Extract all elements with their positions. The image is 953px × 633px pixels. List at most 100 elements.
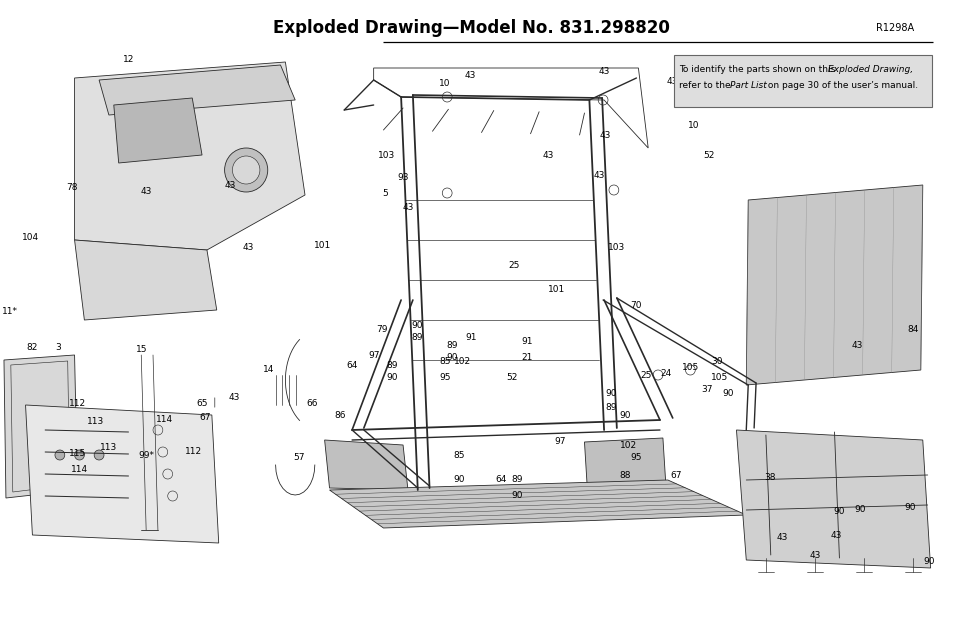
Text: 90: 90 xyxy=(453,475,464,484)
Text: 43: 43 xyxy=(776,534,787,542)
Text: 65: 65 xyxy=(196,399,208,408)
Text: 90: 90 xyxy=(411,320,422,330)
Text: 105: 105 xyxy=(681,363,699,372)
Text: 89: 89 xyxy=(511,475,522,484)
Text: 25: 25 xyxy=(639,370,651,380)
Polygon shape xyxy=(26,405,218,543)
Text: 91: 91 xyxy=(521,337,533,346)
Text: 43: 43 xyxy=(140,187,152,196)
Text: 67: 67 xyxy=(669,470,680,480)
Text: 95: 95 xyxy=(439,373,451,382)
Polygon shape xyxy=(329,480,745,528)
Text: 38: 38 xyxy=(763,473,775,482)
Text: 43: 43 xyxy=(225,180,236,189)
Circle shape xyxy=(233,156,259,184)
Polygon shape xyxy=(74,62,305,250)
Text: 112: 112 xyxy=(69,399,86,408)
Polygon shape xyxy=(324,440,408,490)
Text: To identify the parts shown on this: To identify the parts shown on this xyxy=(678,65,837,73)
Text: 90: 90 xyxy=(446,353,457,363)
Text: 90: 90 xyxy=(833,508,844,517)
Text: 115: 115 xyxy=(69,449,86,458)
Text: 101: 101 xyxy=(314,241,331,249)
Polygon shape xyxy=(736,430,929,568)
Text: 104: 104 xyxy=(22,232,39,242)
Text: 97: 97 xyxy=(368,351,379,360)
Polygon shape xyxy=(74,240,216,320)
Text: 43: 43 xyxy=(598,130,610,139)
Text: refer to the: refer to the xyxy=(678,80,732,89)
Text: 102: 102 xyxy=(454,358,471,367)
FancyBboxPatch shape xyxy=(673,55,931,107)
Text: 43: 43 xyxy=(666,77,678,87)
Text: 93: 93 xyxy=(396,173,409,182)
Text: 90: 90 xyxy=(618,410,630,420)
Text: 43: 43 xyxy=(464,70,476,80)
Text: 15: 15 xyxy=(135,346,147,354)
Text: 21: 21 xyxy=(520,353,532,363)
Text: 90: 90 xyxy=(511,491,522,499)
Text: 90: 90 xyxy=(722,389,734,399)
Circle shape xyxy=(74,450,84,460)
Polygon shape xyxy=(4,355,77,498)
Circle shape xyxy=(94,450,104,460)
Text: 43: 43 xyxy=(830,530,841,539)
Text: 25: 25 xyxy=(508,261,519,270)
Text: 57: 57 xyxy=(294,453,305,463)
Text: Exploded Drawing,: Exploded Drawing, xyxy=(827,65,912,73)
Text: 82: 82 xyxy=(27,344,38,353)
Text: 90: 90 xyxy=(604,389,616,398)
Text: on page 30 of the user’s manual.: on page 30 of the user’s manual. xyxy=(764,80,917,89)
Text: 10: 10 xyxy=(438,78,450,87)
Text: 43: 43 xyxy=(679,96,690,104)
Text: 113: 113 xyxy=(87,418,104,427)
Text: 89: 89 xyxy=(411,334,422,342)
Text: 90: 90 xyxy=(903,503,915,511)
Text: 84: 84 xyxy=(906,325,918,334)
Text: 95: 95 xyxy=(630,453,641,463)
Text: 43: 43 xyxy=(542,151,554,160)
Text: 113: 113 xyxy=(100,444,117,453)
Text: 89: 89 xyxy=(386,361,397,370)
Text: 67: 67 xyxy=(199,413,211,422)
Text: R1298A: R1298A xyxy=(876,23,913,33)
Text: 43: 43 xyxy=(242,244,253,253)
Text: 64: 64 xyxy=(495,475,506,484)
Text: 78: 78 xyxy=(66,184,77,192)
Text: 43: 43 xyxy=(850,341,862,349)
Polygon shape xyxy=(584,438,665,490)
Text: 37: 37 xyxy=(700,385,712,394)
Text: 30: 30 xyxy=(710,358,721,367)
Text: 43: 43 xyxy=(593,170,604,180)
Text: 85: 85 xyxy=(439,358,451,367)
Text: 90: 90 xyxy=(386,373,397,382)
Text: 52: 52 xyxy=(702,151,714,160)
Text: 97: 97 xyxy=(554,437,565,446)
Circle shape xyxy=(224,148,268,192)
Polygon shape xyxy=(99,65,294,115)
Text: 24: 24 xyxy=(659,368,671,377)
Text: 43: 43 xyxy=(229,394,240,403)
Text: 79: 79 xyxy=(375,325,387,334)
Text: 5: 5 xyxy=(382,189,388,197)
Text: 88: 88 xyxy=(618,470,630,480)
Text: 43: 43 xyxy=(808,551,820,560)
Text: 52: 52 xyxy=(506,372,517,382)
Text: 70: 70 xyxy=(630,301,641,310)
Text: 103: 103 xyxy=(608,244,625,253)
Text: 112: 112 xyxy=(185,448,202,456)
Text: 10: 10 xyxy=(687,120,699,130)
Text: 114: 114 xyxy=(71,465,88,475)
Text: Exploded Drawing—Model No. 831.298820: Exploded Drawing—Model No. 831.298820 xyxy=(273,19,669,37)
Text: 90: 90 xyxy=(922,558,933,567)
Text: 103: 103 xyxy=(377,151,395,160)
Text: 90: 90 xyxy=(853,506,865,515)
Text: Part List: Part List xyxy=(729,80,765,89)
Text: 89: 89 xyxy=(446,341,457,349)
Text: 105: 105 xyxy=(710,373,728,382)
Text: 11*: 11* xyxy=(2,308,18,316)
Text: 64: 64 xyxy=(346,361,357,370)
Text: 86: 86 xyxy=(335,410,346,420)
Text: 14: 14 xyxy=(263,365,274,375)
Text: 85: 85 xyxy=(453,451,464,460)
